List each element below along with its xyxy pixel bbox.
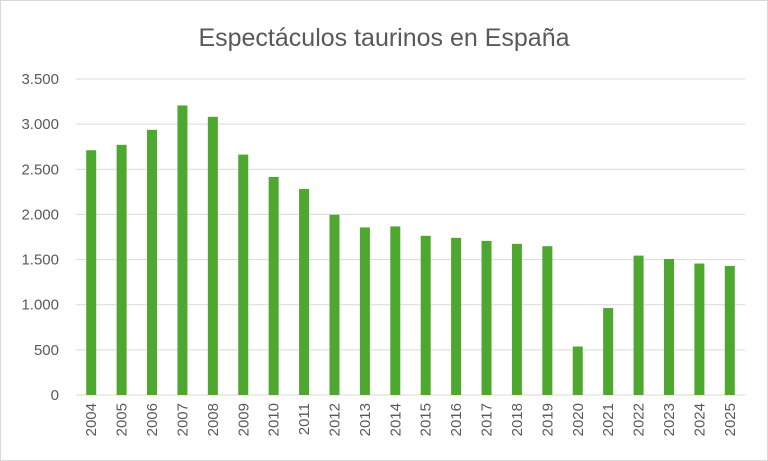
x-tick-label: 2024 xyxy=(691,403,708,436)
y-tick-label: 2.500 xyxy=(21,161,59,178)
y-tick-label: 0 xyxy=(51,387,59,404)
bar-2023 xyxy=(663,258,674,395)
bar-2017 xyxy=(481,240,492,395)
y-tick-label: 3.000 xyxy=(21,116,59,133)
bar-2005 xyxy=(116,144,127,395)
y-tick-label: 500 xyxy=(34,342,59,359)
x-tick-label: 2007 xyxy=(174,403,191,436)
bar-2020 xyxy=(572,346,583,395)
x-tick-label: 2013 xyxy=(357,403,374,436)
bar-2011 xyxy=(299,188,310,395)
bar-2010 xyxy=(268,176,279,395)
x-tick-label: 2016 xyxy=(448,403,465,436)
bar-2025 xyxy=(724,265,735,395)
x-tick-label: 2020 xyxy=(570,403,587,436)
y-tick-label: 2.000 xyxy=(21,206,59,223)
bar-2009 xyxy=(238,154,249,395)
bar-2012 xyxy=(329,214,340,395)
bar-2013 xyxy=(359,227,370,395)
chart-title: Espectáculos taurinos en España xyxy=(198,24,569,52)
x-tick-label: 2011 xyxy=(296,403,313,435)
y-tick-label: 1.000 xyxy=(21,297,59,314)
bar-2024 xyxy=(694,263,705,395)
x-tick-label: 2006 xyxy=(144,403,161,436)
bar-2007 xyxy=(177,105,188,396)
x-tick-label: 2014 xyxy=(387,403,404,436)
x-tick-label: 2008 xyxy=(205,403,222,436)
x-tick-label: 2015 xyxy=(418,403,435,436)
bar-2022 xyxy=(633,255,644,395)
bar-2014 xyxy=(390,226,401,395)
x-tick-label: 2018 xyxy=(509,403,526,436)
y-tick-label: 1.500 xyxy=(21,252,59,269)
bar-2008 xyxy=(207,116,218,395)
x-tick-label: 2010 xyxy=(266,403,283,436)
bar-2016 xyxy=(451,237,462,395)
x-tick-label: 2005 xyxy=(114,403,131,436)
bar-2015 xyxy=(420,235,431,395)
x-tick-label: 2009 xyxy=(235,403,252,436)
bar-2018 xyxy=(511,243,522,395)
x-tick-label: 2019 xyxy=(539,403,556,436)
bar-2019 xyxy=(542,246,553,395)
x-tick-label: 2021 xyxy=(600,403,617,436)
bar-2004 xyxy=(86,150,97,395)
bar-2006 xyxy=(147,129,158,395)
x-tick-label: 2012 xyxy=(326,403,343,436)
x-tick-label: 2022 xyxy=(631,403,648,436)
x-tick-label: 2025 xyxy=(722,403,739,436)
x-tick-label: 2004 xyxy=(83,403,100,436)
bar-2021 xyxy=(603,308,614,395)
y-tick-label: 3.500 xyxy=(21,71,59,88)
x-tick-label: 2017 xyxy=(479,403,496,436)
x-tick-label: 2023 xyxy=(661,403,678,436)
